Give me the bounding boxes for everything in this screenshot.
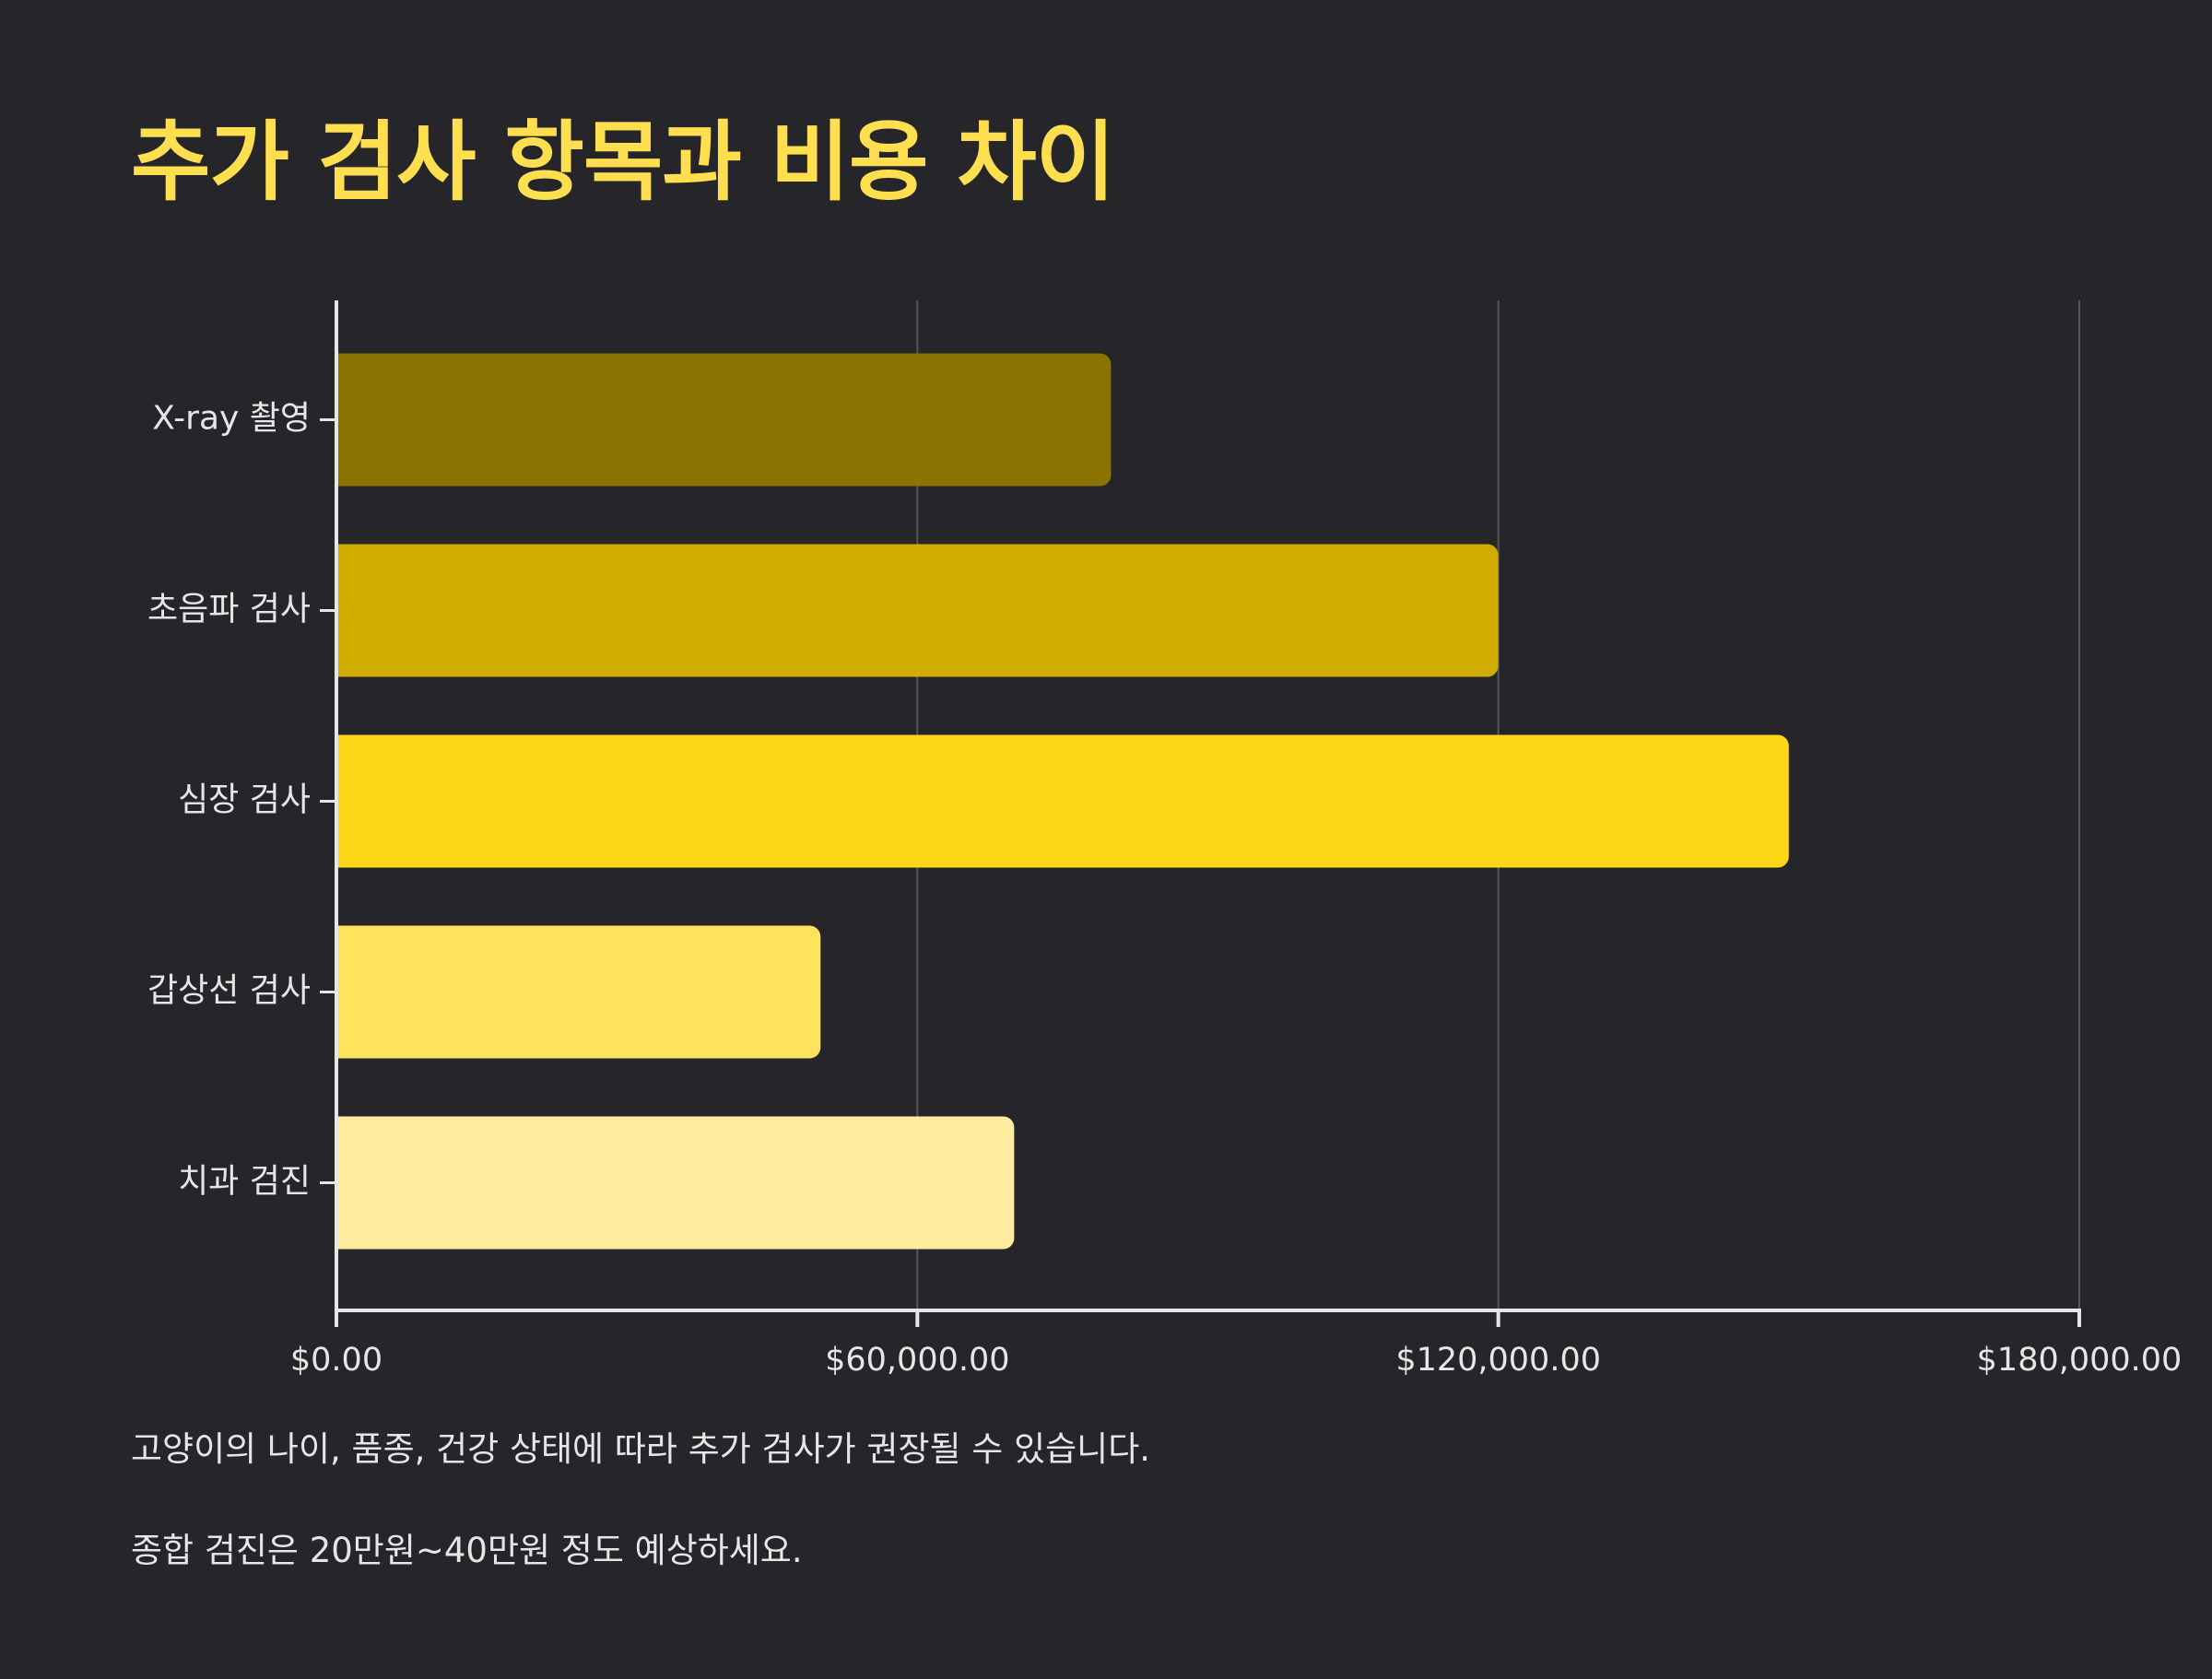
footnote-1: 고양이의 나이, 품종, 건강 상태에 따라 추가 검사가 권장될 수 있습니다… [131,1429,1151,1469]
bar-3-edge [336,734,355,868]
y-tick-label: X-ray 촬영 [152,400,311,438]
footnote-2: 종합 검진은 20만원~40만원 정도 예상하세요. [131,1531,803,1570]
bar-1 [336,353,1112,487]
bar-5-edge [336,1116,355,1250]
y-tick-label: 갑상선 검사 [147,972,311,1010]
bar-4-edge [336,925,355,1059]
y-tick-label: 치과 검진 [178,1163,311,1201]
y-tick-label: 심장 검사 [178,781,311,819]
y-tick-label: 초음파 검사 [147,591,311,628]
x-tick-label: $0.00 [290,1342,382,1379]
x-tick-label: $180,000.00 [1977,1342,2183,1379]
bar-2-edge [336,544,355,677]
chart-title: 추가 검사 항목과 비용 차이 [131,112,1115,213]
bar-1-edge [336,353,355,487]
bar-5 [336,1116,1015,1250]
bar-2 [336,544,1499,677]
bars [336,353,1789,1250]
bar-3 [336,734,1789,868]
x-tick-label: $120,000.00 [1395,1342,1601,1379]
x-tick-label: $60,000.00 [825,1342,1009,1379]
bar-4 [336,925,821,1059]
